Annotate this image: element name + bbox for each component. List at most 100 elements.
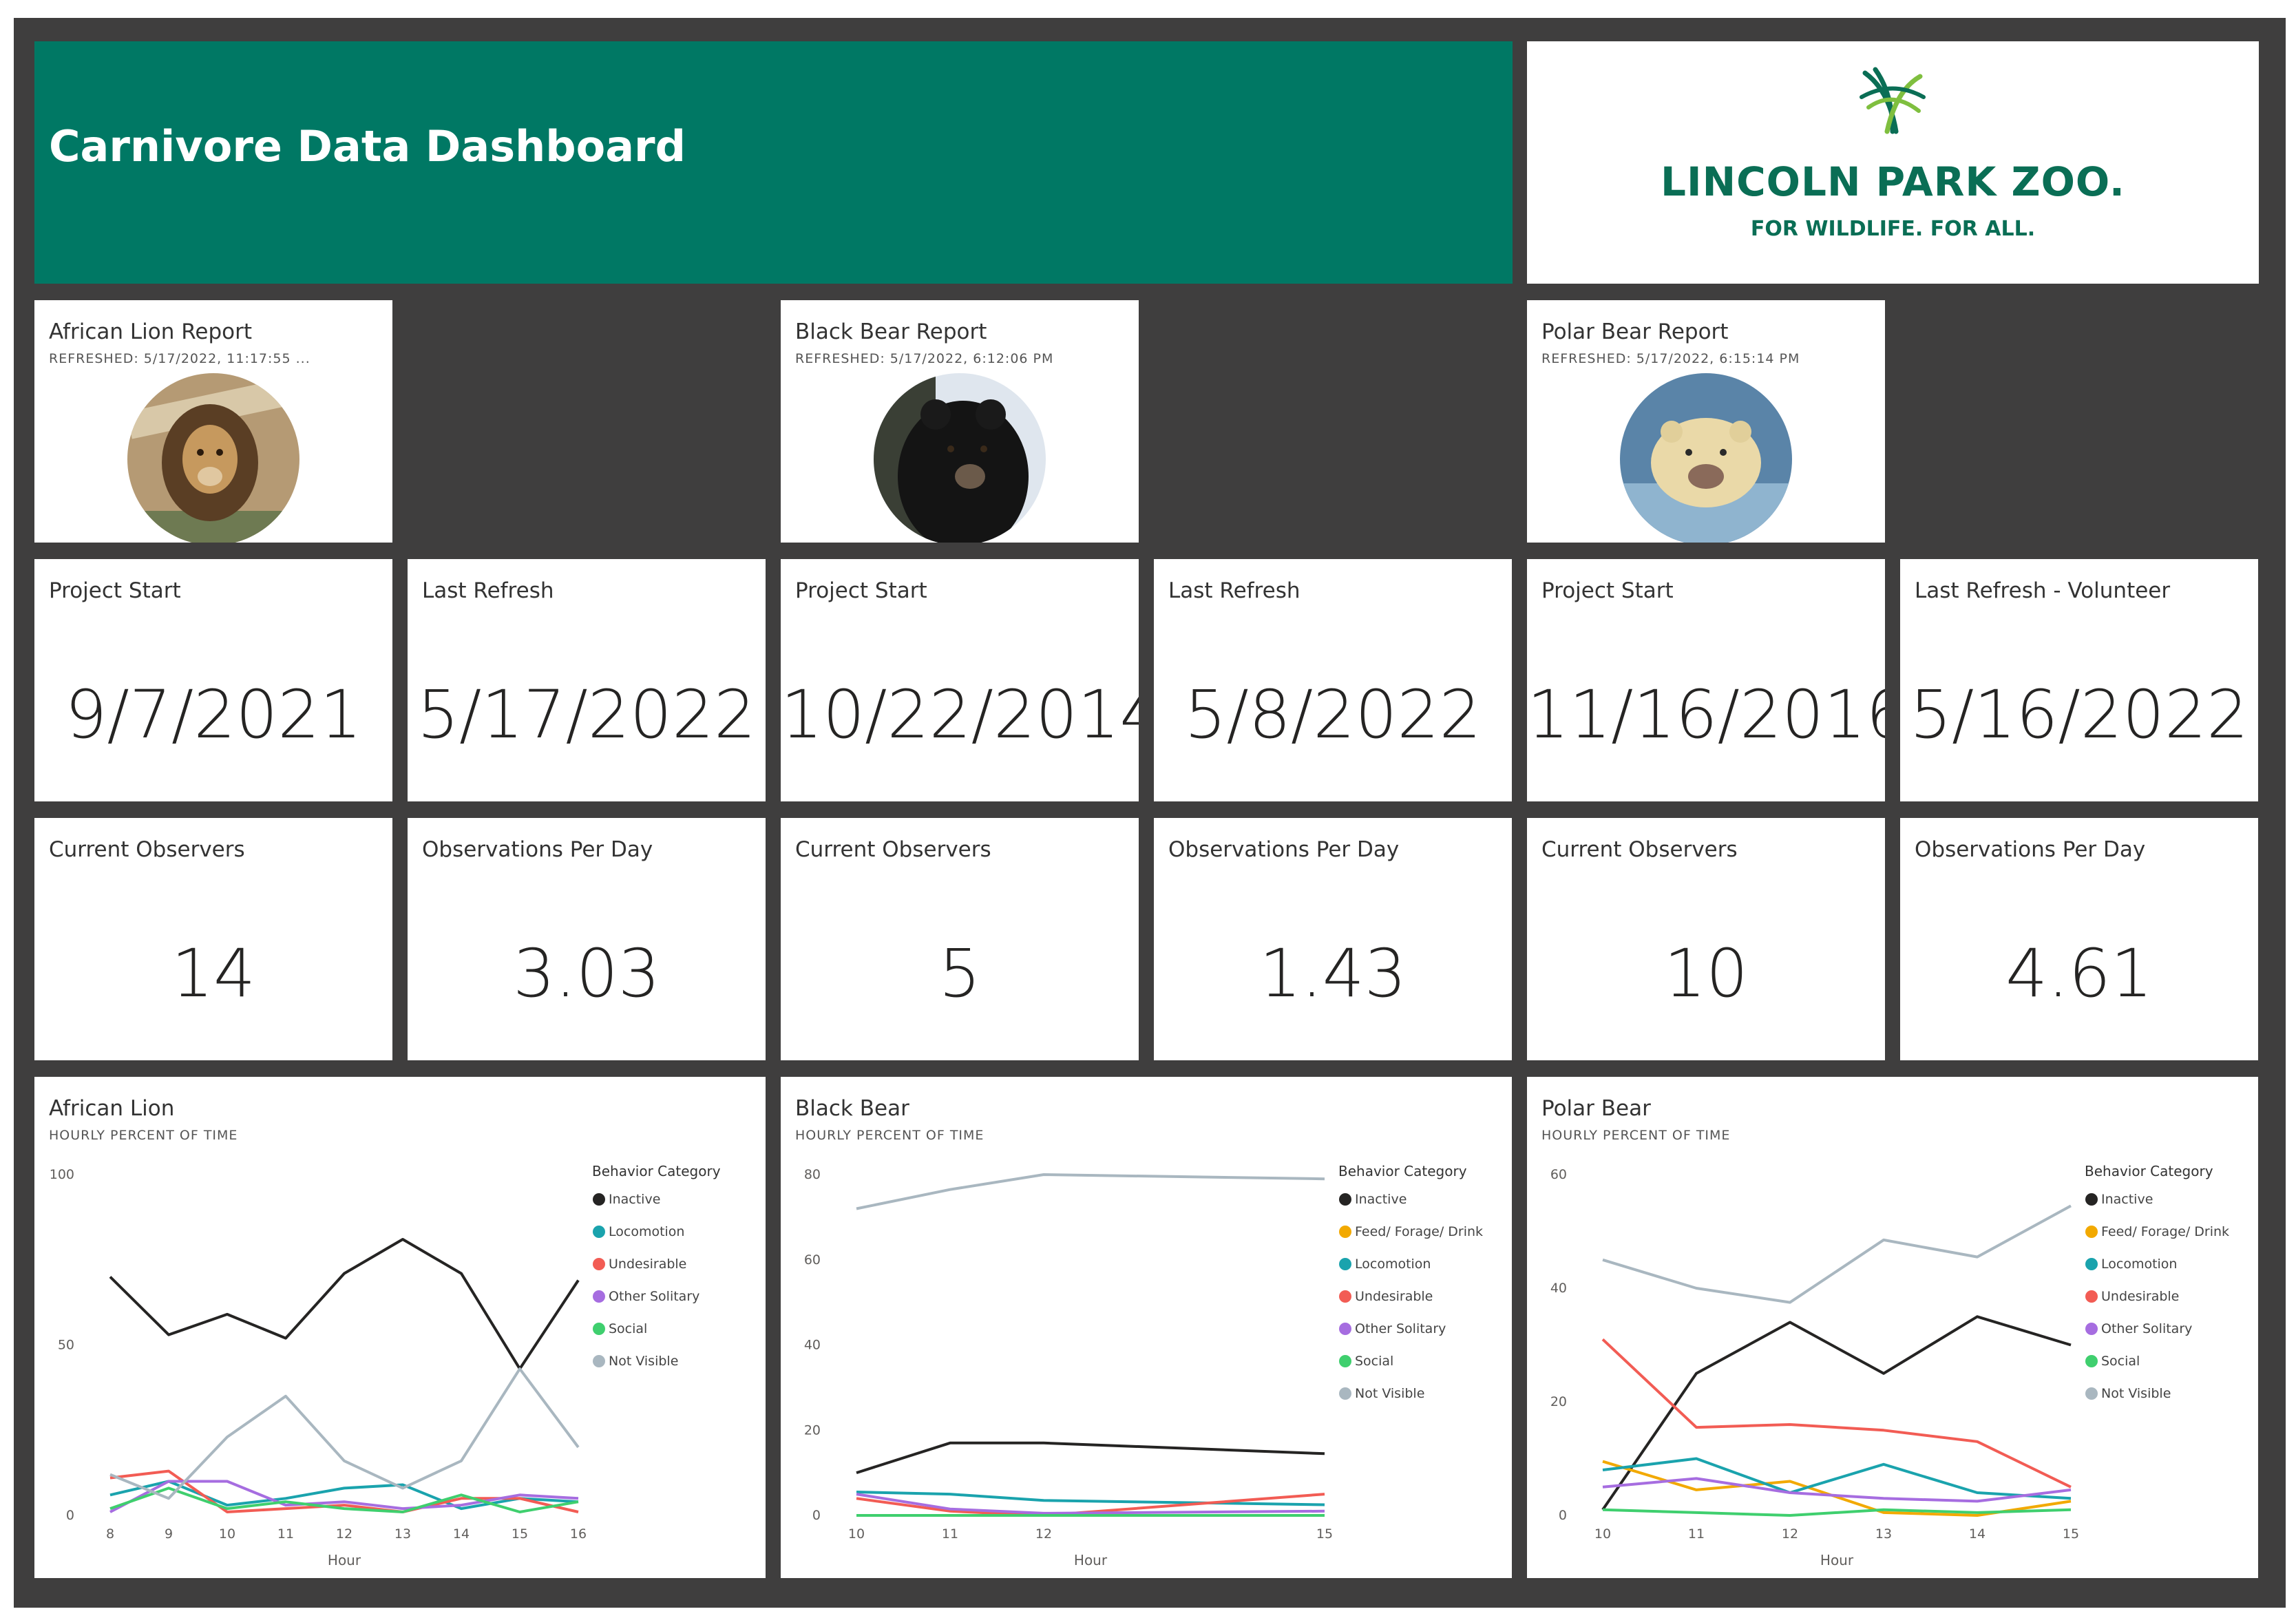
series-line-other-solitary[interactable]: [856, 1493, 1325, 1515]
x-tick-label: 8: [106, 1526, 114, 1542]
chart-tile-black-bear: Black Bear HOURLY PERCENT OF TIME 0 20 40 6…: [781, 1077, 1512, 1578]
kpi-polar-bear-observations-per-day: Observations Per Day 4.61: [1900, 818, 2258, 1060]
legend-label-not-visible[interactable]: Not Visible: [2101, 1386, 2171, 1401]
black-bear-line-chart: 0 20 40 60 80 10 11 12 15 Hour Behavior Category In…: [804, 1163, 1483, 1568]
series-line-not-visible[interactable]: [109, 1367, 580, 1500]
legend-label-undesirable[interactable]: Undesirable: [1355, 1289, 1433, 1304]
kpi-label: Project Start: [795, 578, 927, 603]
legend-marker-social: [593, 1323, 605, 1335]
legend-label-inactive[interactable]: Inactive: [1355, 1192, 1407, 1207]
y-tick-label: 60: [1550, 1167, 1567, 1182]
legend-label-locomotion[interactable]: Locomotion: [609, 1224, 684, 1239]
kpi-lion-observations-per-day: Observations Per Day 3.03: [408, 818, 766, 1060]
x-tick-label: 13: [1875, 1526, 1892, 1542]
series-line-locomotion[interactable]: [1602, 1457, 2072, 1500]
legend-label-undesirable[interactable]: Undesirable: [2101, 1289, 2179, 1304]
x-tick-label: 15: [1316, 1526, 1333, 1542]
kpi-black-bear-current-observers: Current Observers 5: [781, 818, 1139, 1060]
series-line-social[interactable]: [1602, 1508, 2072, 1517]
kpi-label: Observations Per Day: [422, 837, 653, 862]
kpi-label: Observations Per Day: [1168, 837, 1400, 862]
kpi-label: Current Observers: [795, 837, 991, 862]
legend-label-social[interactable]: Social: [1355, 1354, 1393, 1369]
legend-label-undesirable[interactable]: Undesirable: [609, 1257, 686, 1272]
x-tick-label: 15: [512, 1526, 528, 1542]
legend-label-other-solitary[interactable]: Other Solitary: [1355, 1321, 1446, 1336]
y-tick-label: 0: [66, 1508, 74, 1523]
report-title: African Lion Report: [49, 319, 253, 344]
kpi-black-bear-observations-per-day: Observations Per Day 1.43: [1154, 818, 1512, 1060]
legend-marker-undesirable: [2085, 1290, 2098, 1303]
kpi-polar-bear-project-start: Project Start 11/16/2016: [1527, 559, 1885, 801]
series-line-inactive[interactable]: [856, 1441, 1325, 1475]
chart-title: Black Bear: [795, 1096, 909, 1121]
kpi-value: 11/16/2016: [1527, 676, 1885, 753]
series-line-locomotion[interactable]: [856, 1491, 1325, 1506]
legend-label-inactive[interactable]: Inactive: [609, 1192, 660, 1207]
legend-label-not-visible[interactable]: Not Visible: [1355, 1386, 1424, 1401]
kpi-label: Current Observers: [1541, 837, 1738, 862]
legend-marker-not-visible: [1339, 1387, 1351, 1400]
legend-label-social[interactable]: Social: [609, 1321, 647, 1336]
kpi-label: Observations Per Day: [1915, 837, 2146, 862]
legend-label-locomotion[interactable]: Locomotion: [2101, 1257, 2177, 1272]
legend-label-feed-forage-drink[interactable]: Feed/ Forage/ Drink: [2101, 1224, 2229, 1239]
legend-marker-other-solitary: [593, 1290, 605, 1303]
series-line-inactive[interactable]: [1601, 1315, 2072, 1511]
report-tile-african-lion[interactable]: African Lion Report REFRESHED: 5/17/2022…: [34, 300, 392, 543]
kpi-label: Current Observers: [49, 837, 245, 862]
y-tick-label: 40: [1550, 1281, 1567, 1296]
legend-label-other-solitary[interactable]: Other Solitary: [2101, 1321, 2192, 1336]
chart-title: Polar Bear: [1541, 1096, 1651, 1121]
report-tile-polar-bear[interactable]: Polar Bear Report REFRESHED: 5/17/2022, …: [1527, 300, 1885, 543]
y-tick-label: 80: [804, 1167, 821, 1182]
kpi-value: 5/17/2022: [417, 676, 757, 753]
y-tick-label: 50: [58, 1338, 74, 1353]
x-axis-label: Hour: [1074, 1552, 1108, 1568]
zoo-logo-icon: [1860, 67, 1926, 134]
logo-tile: LINCOLN PARK ZOO. FOR WILDLIFE. FOR ALL.: [1527, 41, 2259, 284]
series-line-other-solitary[interactable]: [109, 1480, 579, 1513]
legend-label-other-solitary[interactable]: Other Solitary: [609, 1289, 699, 1304]
series-line-social[interactable]: [109, 1486, 579, 1513]
kpi-polar-bear-last-refresh: Last Refresh - Volunteer 5/16/2022: [1900, 559, 2258, 801]
x-tick-label: 9: [165, 1526, 173, 1542]
chart-tile-polar-bear: Polar Bear HOURLY PERCENT OF TIME 0 20 40 6…: [1527, 1077, 2258, 1578]
legend-marker-social: [1339, 1355, 1351, 1367]
legend-marker-locomotion: [593, 1226, 605, 1238]
report-title: Black Bear Report: [795, 319, 987, 344]
legend-marker-not-visible: [2085, 1387, 2098, 1400]
kpi-value: 10: [1663, 935, 1749, 1012]
kpi-value: 4.61: [2005, 935, 2153, 1012]
legend-marker-other-solitary: [2085, 1323, 2098, 1335]
report-refreshed: REFRESHED: 5/17/2022, 6:12:06 PM: [795, 351, 1054, 366]
legend-label-inactive[interactable]: Inactive: [2101, 1192, 2153, 1207]
series-line-undesirable[interactable]: [1601, 1338, 2072, 1489]
series-line-not-visible[interactable]: [1602, 1204, 2072, 1304]
legend-marker-locomotion: [2085, 1258, 2098, 1270]
x-tick-label: 16: [570, 1526, 587, 1542]
legend-label-not-visible[interactable]: Not Visible: [609, 1354, 678, 1369]
chart-subtitle: HOURLY PERCENT OF TIME: [1541, 1128, 1731, 1143]
african-lion-line-chart: 0 50 100 8 9 10 11 12 13 14 15 16 Hour Behavior Categ…: [50, 1163, 721, 1568]
series-line-undesirable[interactable]: [856, 1493, 1325, 1517]
x-tick-label: 14: [453, 1526, 470, 1542]
report-tile-black-bear[interactable]: Black Bear Report REFRESHED: 5/17/2022, …: [781, 300, 1139, 543]
x-tick-label: 13: [394, 1526, 411, 1542]
legend-marker-inactive: [593, 1193, 605, 1206]
legend-label-social[interactable]: Social: [2101, 1354, 2140, 1369]
x-tick-label: 11: [277, 1526, 294, 1542]
x-tick-label: 10: [219, 1526, 235, 1542]
legend-marker-inactive: [2085, 1193, 2098, 1206]
y-tick-label: 20: [804, 1422, 821, 1438]
kpi-label: Project Start: [49, 578, 181, 603]
series-line-locomotion[interactable]: [109, 1480, 579, 1511]
series-line-feed-forage-drink[interactable]: [1602, 1460, 2072, 1517]
legend-label-locomotion[interactable]: Locomotion: [1355, 1257, 1431, 1272]
legend-label-feed-forage-drink[interactable]: Feed/ Forage/ Drink: [1355, 1224, 1483, 1239]
series-line-not-visible[interactable]: [856, 1173, 1325, 1210]
kpi-value: 10/22/2014: [781, 676, 1139, 753]
chart-subtitle: HOURLY PERCENT OF TIME: [795, 1128, 984, 1143]
series-line-other-solitary[interactable]: [1602, 1477, 2072, 1503]
series-line-inactive[interactable]: [109, 1238, 580, 1371]
